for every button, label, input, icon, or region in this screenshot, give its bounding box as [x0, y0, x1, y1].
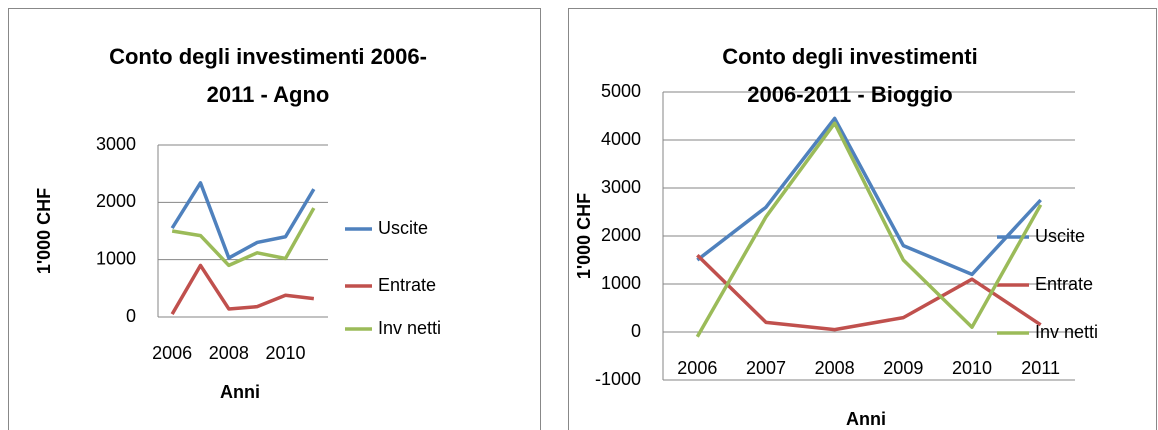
x-tick-label: 2006 [677, 358, 717, 378]
chart-title: 2011 - Agno [207, 82, 330, 107]
legend-label: Entrate [1035, 274, 1093, 294]
x-tick-label: 2010 [265, 343, 305, 363]
x-tick-label: 2006 [152, 343, 192, 363]
y-tick-label: 0 [631, 321, 641, 341]
series-line [696, 116, 1042, 277]
legend-label: Uscite [378, 218, 428, 238]
x-tick-label: 2011 [1021, 358, 1060, 378]
y-tick-label: 0 [126, 306, 136, 326]
x-tick-label: 2010 [952, 358, 992, 378]
chart-title: 2006-2011 - Bioggio [747, 82, 952, 107]
y-tick-label: 3000 [96, 134, 136, 154]
y-tick-label: 1000 [601, 273, 641, 293]
legend-label: Inv netti [378, 318, 441, 338]
chart-title: Conto degli investimenti [722, 44, 977, 69]
x-tick-label: 2008 [209, 343, 249, 363]
series-line [171, 207, 316, 268]
y-tick-label: 4000 [601, 129, 641, 149]
series-line [695, 121, 1043, 338]
x-axis-title: Anni [220, 382, 260, 402]
series-line [696, 253, 1042, 332]
legend-label: Uscite [1035, 226, 1085, 246]
y-tick-label: 2000 [601, 225, 641, 245]
y-tick-label: 2000 [96, 191, 136, 211]
series-line [170, 181, 316, 260]
y-tick-label: 1000 [96, 248, 136, 268]
x-tick-label: 2007 [746, 358, 786, 378]
x-tick-label: 2009 [883, 358, 923, 378]
y-axis-title: 1'000 CHF [34, 188, 54, 274]
y-tick-label: 5000 [601, 81, 641, 101]
y-tick-label: -1000 [595, 369, 641, 389]
legend-label: Inv netti [1035, 322, 1098, 342]
legend-label: Entrate [378, 275, 436, 295]
panel-border [568, 8, 1157, 430]
series-line [170, 263, 315, 316]
y-axis-title: 1'000 CHF [574, 193, 594, 279]
x-tick-label: 2008 [815, 358, 855, 378]
panel-border [8, 8, 541, 430]
chart-title: Conto degli investimenti 2006- [109, 44, 427, 69]
x-axis-title: Anni [846, 409, 886, 429]
y-tick-label: 3000 [601, 177, 641, 197]
